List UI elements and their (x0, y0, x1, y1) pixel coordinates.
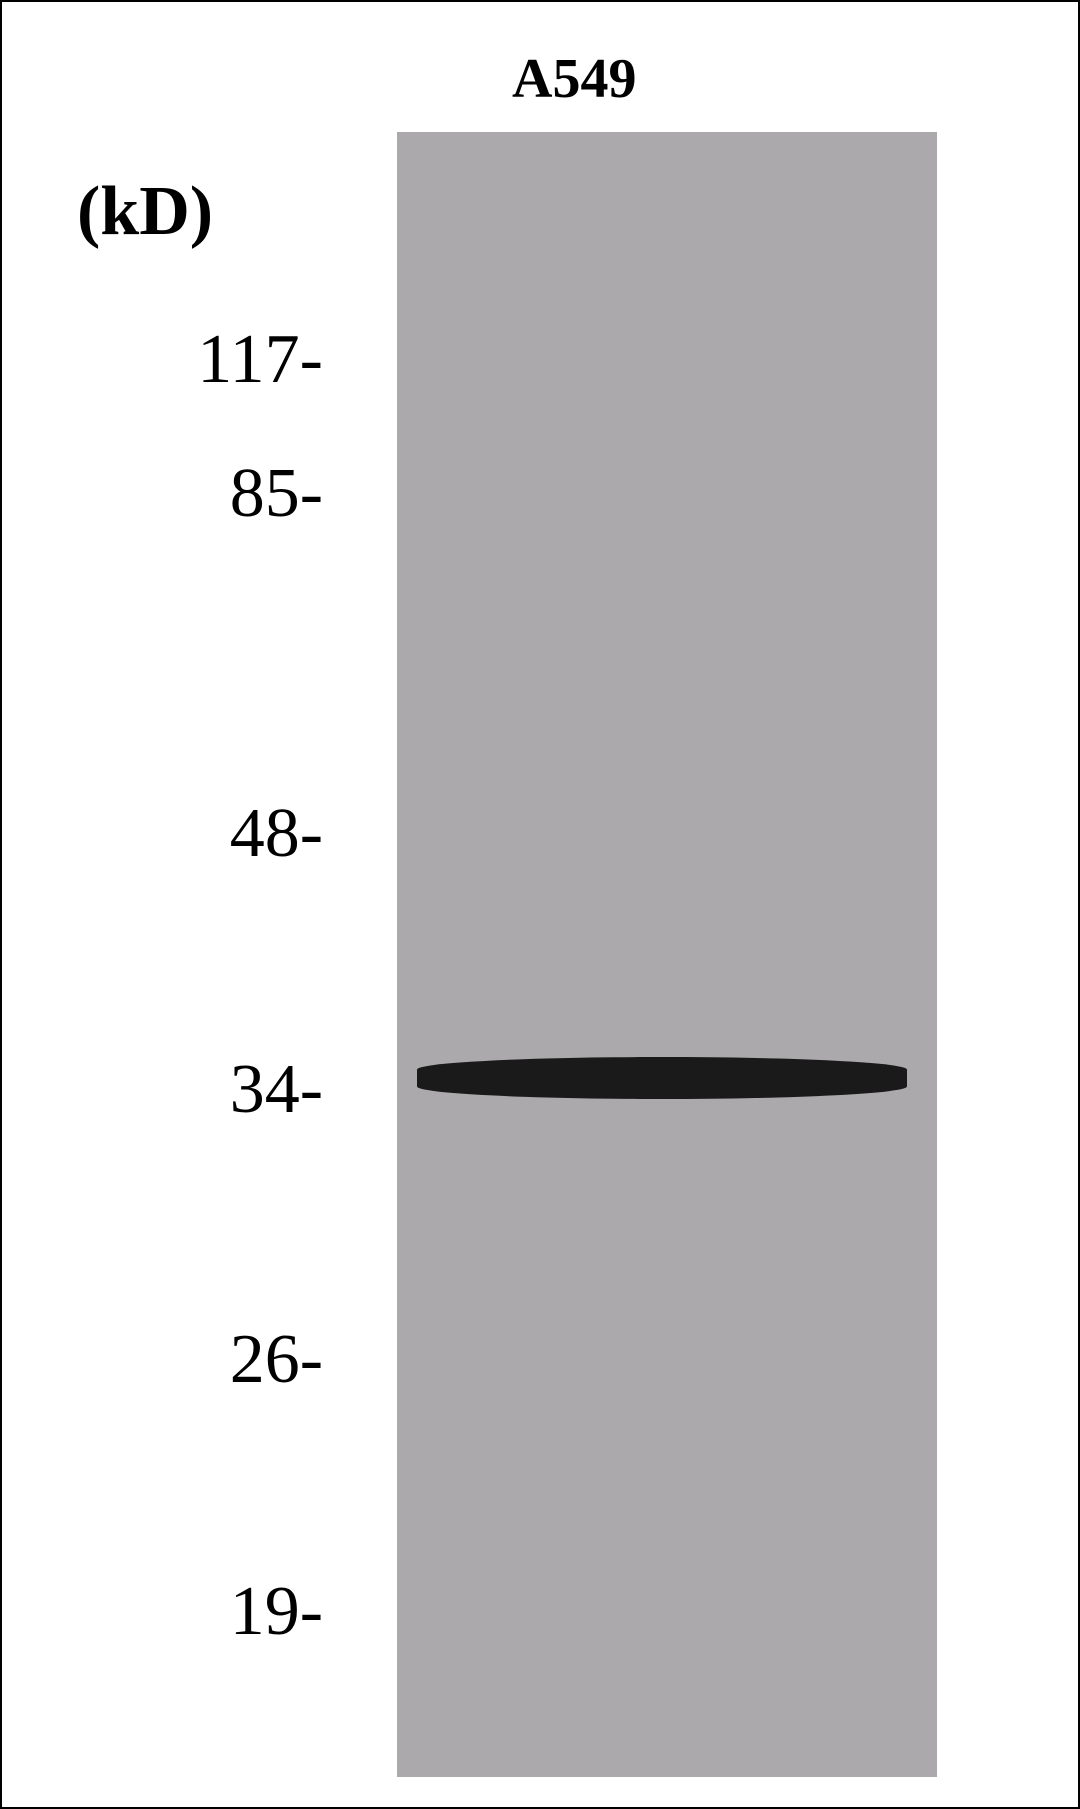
marker-48: 48- (230, 794, 323, 874)
marker-26: 26- (230, 1320, 323, 1400)
marker-85: 85- (230, 454, 323, 534)
marker-19: 19- (230, 1572, 323, 1652)
lane-label: A549 (512, 47, 636, 111)
marker-117: 117- (197, 320, 323, 400)
marker-34: 34- (230, 1050, 323, 1130)
blot-lane (397, 132, 937, 1777)
unit-label: (kD) (77, 172, 213, 252)
protein-band (417, 1057, 907, 1099)
blot-container: A549 (kD) 117- 85- 48- 34- 26- 19- (0, 0, 1080, 1809)
